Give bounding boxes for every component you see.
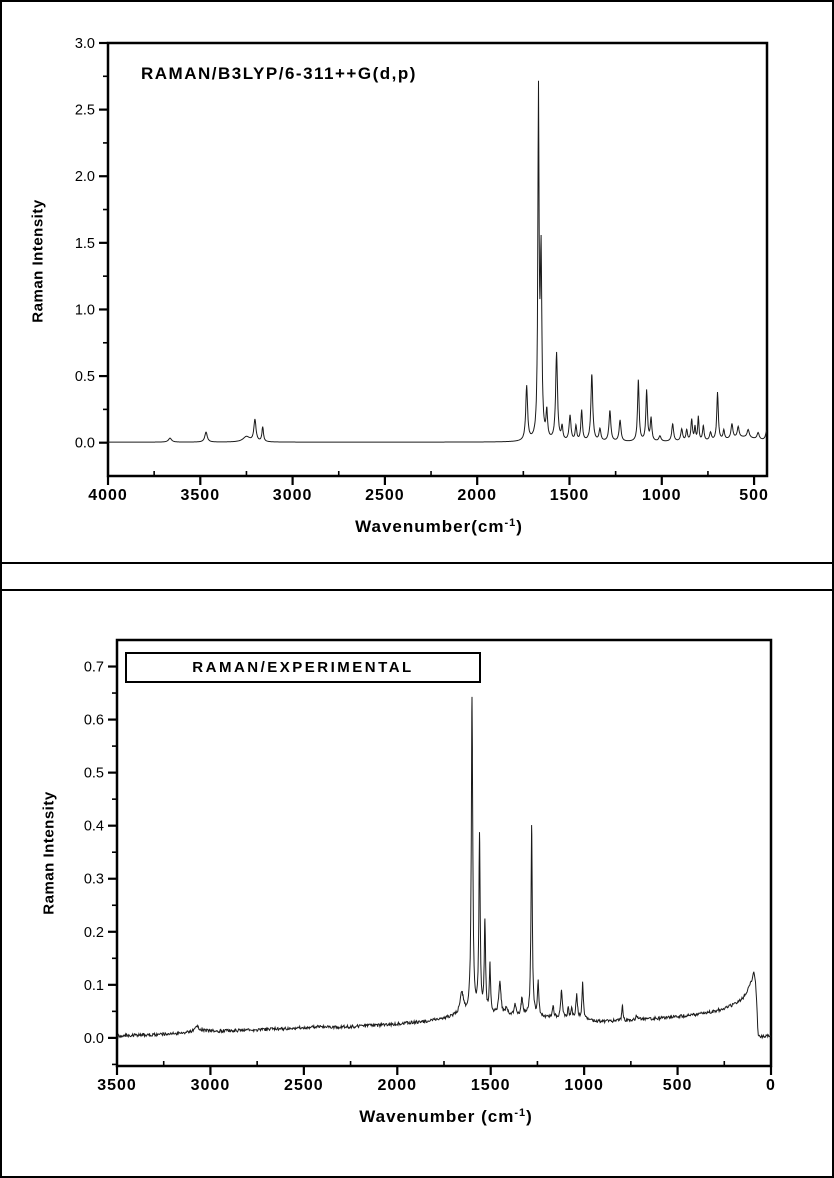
plot2-x-ticks: 3500 3000 2500 2000 1500 1000 500 0 [97,1061,776,1094]
plot1-y-ticks: 0.0 0.5 1.0 1.5 2.0 2.5 3.0 [75,36,108,452]
y-tick-label: 0.5 [75,369,95,385]
y-tick-label: 0.6 [84,713,104,729]
x-tick-label: 2500 [284,1077,324,1094]
x-tick-label: 3000 [191,1077,231,1094]
plot1-x-axis-label: Wavenumber(cm-1) [355,517,523,537]
y-tick-label: 1.0 [75,302,95,318]
plot2-x-axis-label-text: Wavenumber (cm [359,1107,515,1126]
plot2-x-axis-label: Wavenumber (cm-1) [359,1107,533,1127]
x-tick-label: 2000 [377,1077,417,1094]
plot1-title: RAMAN/B3LYP/6-311++G(d,p) [141,64,417,83]
x-tick-label: 4000 [88,487,128,504]
plot1-x-axis-label-superscript: -1 [504,517,517,529]
plot1-spectrum-curve [108,80,767,443]
plot2-x-axis-label-close: ) [526,1107,533,1126]
plot2-title: RAMAN/EXPERIMENTAL [192,659,414,676]
plot2-title-box: RAMAN/EXPERIMENTAL [125,652,481,683]
plot2-y-axis-label: Raman Intensity [40,791,58,915]
plot2-y-ticks: 0.0 0.1 0.2 0.3 0.4 0.5 0.6 0.7 [84,660,117,1066]
y-tick-label: 0.1 [84,978,104,994]
y-tick-label: 0.5 [84,766,104,782]
y-tick-label: 0.0 [75,436,95,452]
x-tick-label: 1000 [642,487,682,504]
plot1-y-axis-label: Raman Intensity [29,199,47,323]
x-tick-label: 2000 [457,487,497,504]
x-tick-label: 1500 [471,1077,511,1094]
plot1-x-ticks: 4000 3500 3000 2500 2000 1500 1000 500 [88,471,769,504]
x-tick-label: 500 [739,487,769,504]
x-tick-label: 1000 [564,1077,604,1094]
plot1-x-axis-label-close: ) [516,517,523,536]
plot2-axes [115,638,773,1068]
y-tick-label: 0.2 [84,925,104,941]
x-tick-label: 3500 [97,1077,137,1094]
x-tick-label: 3000 [273,487,313,504]
y-tick-label: 1.5 [75,236,95,252]
x-tick-label: 2500 [365,487,405,504]
y-tick-label: 2.5 [75,103,95,119]
panel-divider-bottom-line [2,589,832,591]
y-tick-label: 0.3 [84,872,104,888]
y-tick-label: 3.0 [75,36,95,52]
x-tick-label: 3500 [181,487,221,504]
x-tick-label: 1500 [550,487,590,504]
plot1-axes [106,41,769,478]
plot2-x-axis-label-superscript: -1 [514,1107,527,1119]
y-tick-label: 0.4 [84,819,104,835]
y-tick-label: 0.7 [84,660,104,676]
x-tick-label: 0 [766,1077,776,1094]
x-tick-label: 500 [663,1077,693,1094]
plot1-x-axis-label-text: Wavenumber(cm [355,517,505,536]
plot2-spectrum-curve [117,696,771,1040]
panel-divider-top-line [2,562,832,564]
y-tick-label: 0.0 [84,1031,104,1047]
y-tick-label: 2.0 [75,169,95,185]
